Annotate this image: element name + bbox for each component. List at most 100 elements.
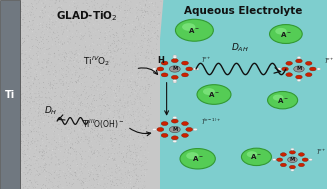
- Point: [75, 17, 80, 20]
- Point: [62, 1, 68, 4]
- Point: [124, 117, 129, 120]
- Point: [147, 117, 152, 120]
- Point: [106, 131, 111, 134]
- Point: [54, 134, 60, 137]
- Point: [141, 160, 147, 163]
- Point: [149, 19, 155, 22]
- Point: [22, 84, 27, 87]
- Point: [109, 177, 114, 180]
- Point: [114, 80, 120, 83]
- Point: [82, 108, 87, 111]
- Point: [137, 85, 143, 88]
- Point: [114, 31, 119, 34]
- Point: [133, 163, 139, 166]
- Point: [90, 131, 95, 134]
- Point: [26, 15, 31, 18]
- Point: [60, 26, 65, 29]
- Point: [107, 72, 113, 75]
- Point: [95, 2, 100, 5]
- Point: [25, 154, 30, 157]
- Point: [114, 8, 120, 11]
- Point: [131, 100, 137, 103]
- Point: [125, 181, 131, 184]
- Point: [46, 115, 51, 118]
- Point: [138, 4, 143, 7]
- Point: [48, 83, 53, 86]
- Point: [87, 44, 93, 47]
- Circle shape: [298, 163, 305, 167]
- Point: [93, 141, 99, 144]
- Point: [134, 137, 140, 140]
- Point: [157, 13, 162, 16]
- Point: [40, 11, 46, 14]
- Point: [126, 0, 132, 3]
- Point: [20, 120, 25, 123]
- Point: [112, 66, 117, 69]
- Point: [71, 156, 77, 159]
- Point: [67, 176, 72, 179]
- Point: [120, 116, 125, 119]
- Point: [102, 187, 108, 189]
- Point: [18, 16, 23, 19]
- Point: [95, 165, 101, 168]
- Point: [61, 88, 66, 91]
- Point: [93, 173, 99, 176]
- Point: [114, 163, 119, 167]
- Point: [133, 89, 138, 92]
- Point: [77, 48, 82, 51]
- Point: [35, 60, 40, 64]
- Point: [44, 61, 49, 64]
- Point: [31, 130, 37, 133]
- Point: [28, 143, 34, 146]
- Point: [120, 24, 125, 27]
- Point: [23, 98, 28, 101]
- Point: [134, 143, 140, 146]
- Point: [120, 105, 125, 108]
- Point: [81, 21, 86, 24]
- Point: [23, 177, 28, 180]
- Point: [46, 53, 52, 56]
- Point: [141, 43, 147, 46]
- Point: [31, 151, 37, 154]
- Point: [57, 37, 62, 40]
- Point: [63, 18, 69, 21]
- Point: [73, 153, 79, 156]
- Point: [59, 25, 64, 28]
- Point: [24, 87, 29, 90]
- Point: [105, 129, 110, 132]
- Point: [136, 63, 141, 66]
- Point: [124, 131, 129, 134]
- Point: [39, 187, 44, 189]
- Point: [151, 56, 156, 59]
- Point: [68, 142, 74, 145]
- Point: [70, 23, 76, 26]
- Point: [30, 63, 36, 66]
- Point: [66, 137, 71, 140]
- Point: [31, 94, 37, 97]
- Point: [51, 96, 56, 99]
- Point: [103, 100, 108, 103]
- Point: [75, 93, 80, 96]
- Point: [96, 132, 101, 135]
- Point: [52, 17, 58, 20]
- Point: [131, 76, 136, 79]
- Point: [116, 90, 121, 93]
- Point: [107, 72, 112, 75]
- Point: [82, 51, 88, 54]
- Point: [142, 76, 147, 79]
- Point: [70, 28, 75, 31]
- Point: [119, 105, 124, 108]
- Point: [109, 88, 115, 91]
- Point: [112, 74, 118, 77]
- Point: [91, 4, 97, 7]
- Point: [98, 31, 104, 34]
- Point: [130, 69, 136, 72]
- Point: [22, 140, 27, 143]
- Point: [124, 30, 130, 33]
- Point: [110, 145, 115, 148]
- Point: [83, 112, 88, 115]
- Point: [97, 6, 102, 9]
- Point: [59, 19, 64, 22]
- Point: [142, 25, 147, 28]
- Point: [145, 39, 150, 42]
